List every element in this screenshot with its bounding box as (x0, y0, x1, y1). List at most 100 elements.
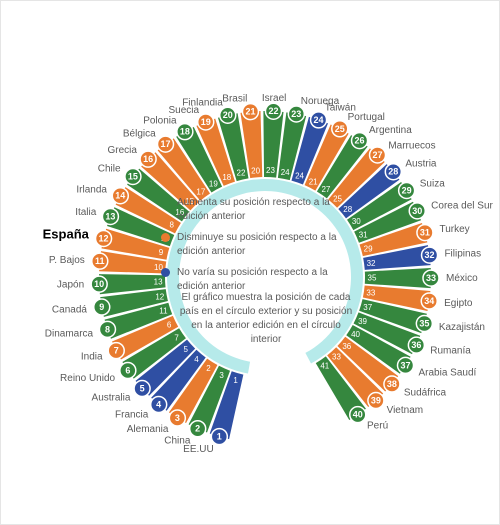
country-label: Canadá (52, 304, 87, 315)
svg-text:20: 20 (251, 166, 260, 175)
svg-text:19: 19 (209, 179, 218, 188)
legend-text: Aumenta su posición respecto a la edició… (177, 196, 361, 223)
svg-text:34: 34 (424, 296, 434, 306)
svg-text:10: 10 (94, 279, 104, 289)
country-label: Suiza (420, 179, 445, 190)
svg-text:38: 38 (387, 379, 397, 389)
svg-text:21: 21 (309, 177, 318, 186)
svg-text:24: 24 (281, 168, 290, 177)
svg-text:28: 28 (388, 167, 398, 177)
svg-text:23: 23 (266, 166, 275, 175)
svg-text:11: 11 (95, 256, 105, 266)
svg-text:17: 17 (196, 187, 205, 196)
svg-text:30: 30 (412, 206, 422, 216)
svg-text:37: 37 (400, 360, 410, 370)
country-label: España (43, 226, 90, 241)
svg-text:7: 7 (114, 346, 119, 356)
svg-text:1: 1 (233, 376, 238, 385)
svg-text:23: 23 (291, 109, 301, 119)
description-text: El gráfico muestra la posición de cada p… (180, 292, 352, 345)
svg-text:27: 27 (321, 185, 330, 194)
svg-text:18: 18 (222, 173, 231, 182)
country-label: Chile (98, 164, 121, 175)
svg-text:1: 1 (217, 432, 222, 442)
svg-text:9: 9 (99, 302, 104, 312)
country-label: Australia (92, 392, 131, 403)
legend-dot-icon (161, 233, 170, 242)
svg-text:13: 13 (105, 211, 115, 221)
svg-text:21: 21 (245, 107, 255, 117)
country-label: Israel (262, 93, 286, 104)
country-label: Polonia (143, 115, 177, 126)
svg-text:4: 4 (156, 399, 161, 409)
country-label: Marruecos (388, 140, 435, 151)
svg-text:24: 24 (314, 115, 324, 125)
country-label: Brasil (222, 94, 247, 105)
svg-text:27: 27 (373, 150, 383, 160)
legend-dot-icon (161, 198, 170, 207)
country-label: Arabia Saudí (419, 367, 477, 378)
country-label: Sudáfrica (404, 387, 447, 398)
country-label: Turkey (439, 224, 469, 235)
svg-text:11: 11 (159, 307, 168, 316)
svg-text:32: 32 (367, 259, 376, 268)
svg-text:4: 4 (194, 355, 199, 364)
svg-text:29: 29 (402, 185, 412, 195)
svg-text:40: 40 (353, 410, 363, 420)
legend-dot-icon (161, 268, 170, 277)
country-wedge: 3335México (365, 268, 478, 288)
country-label: Irlanda (76, 184, 107, 195)
svg-text:5: 5 (140, 384, 145, 394)
svg-text:3: 3 (219, 371, 224, 380)
svg-text:6: 6 (167, 320, 172, 329)
country-label: Perú (367, 420, 388, 431)
svg-text:14: 14 (115, 191, 125, 201)
svg-text:41: 41 (320, 362, 329, 371)
svg-text:26: 26 (355, 136, 365, 146)
country-label: Alemania (127, 424, 169, 435)
svg-text:22: 22 (237, 169, 246, 178)
svg-text:33: 33 (366, 288, 375, 297)
country-label: China (164, 436, 191, 447)
country-label: Austria (405, 158, 437, 169)
country-label: Vietnam (387, 405, 424, 416)
country-label: Rumanía (430, 345, 471, 356)
svg-text:31: 31 (420, 228, 430, 238)
svg-text:19: 19 (201, 117, 211, 127)
country-label: Portugal (348, 112, 385, 123)
svg-text:39: 39 (358, 317, 367, 326)
country-label: Grecia (107, 145, 137, 156)
country-label: Finlandia (182, 98, 223, 109)
legend-text: No varía su posición respecto a la edici… (177, 266, 361, 293)
svg-text:3: 3 (175, 413, 180, 423)
country-label: Japón (57, 280, 84, 291)
chart-description: El gráfico muestra la posición de cada p… (176, 291, 356, 347)
country-label: Bélgica (123, 129, 156, 140)
country-label: India (81, 351, 103, 362)
svg-text:25: 25 (335, 124, 345, 134)
country-label: México (446, 273, 478, 284)
country-label: Dinamarca (45, 328, 94, 339)
svg-text:2: 2 (195, 424, 200, 434)
svg-text:24: 24 (295, 172, 304, 181)
country-label: Italia (75, 207, 97, 218)
svg-text:37: 37 (363, 303, 372, 312)
country-label: Filipinas (444, 248, 481, 259)
country-label: Corea del Sur (431, 201, 493, 212)
svg-text:18: 18 (180, 127, 190, 137)
country-label: Kazajistán (439, 322, 485, 333)
svg-text:22: 22 (268, 106, 278, 116)
svg-text:33: 33 (332, 353, 341, 362)
legend-item: Disminuye su posición respecto a la edic… (161, 231, 361, 258)
svg-text:32: 32 (425, 250, 435, 260)
legend-item: Aumenta su posición respecto a la edició… (161, 196, 361, 223)
country-label: Reino Unido (60, 373, 115, 384)
legend-item: No varía su posición respecto a la edici… (161, 266, 361, 293)
svg-text:17: 17 (160, 139, 170, 149)
svg-text:2: 2 (206, 364, 211, 373)
svg-text:12: 12 (99, 233, 109, 243)
country-label: Francia (115, 409, 149, 420)
svg-text:20: 20 (223, 110, 233, 120)
svg-text:15: 15 (128, 171, 138, 181)
legend: Aumenta su posición respecto a la edició… (161, 196, 361, 301)
